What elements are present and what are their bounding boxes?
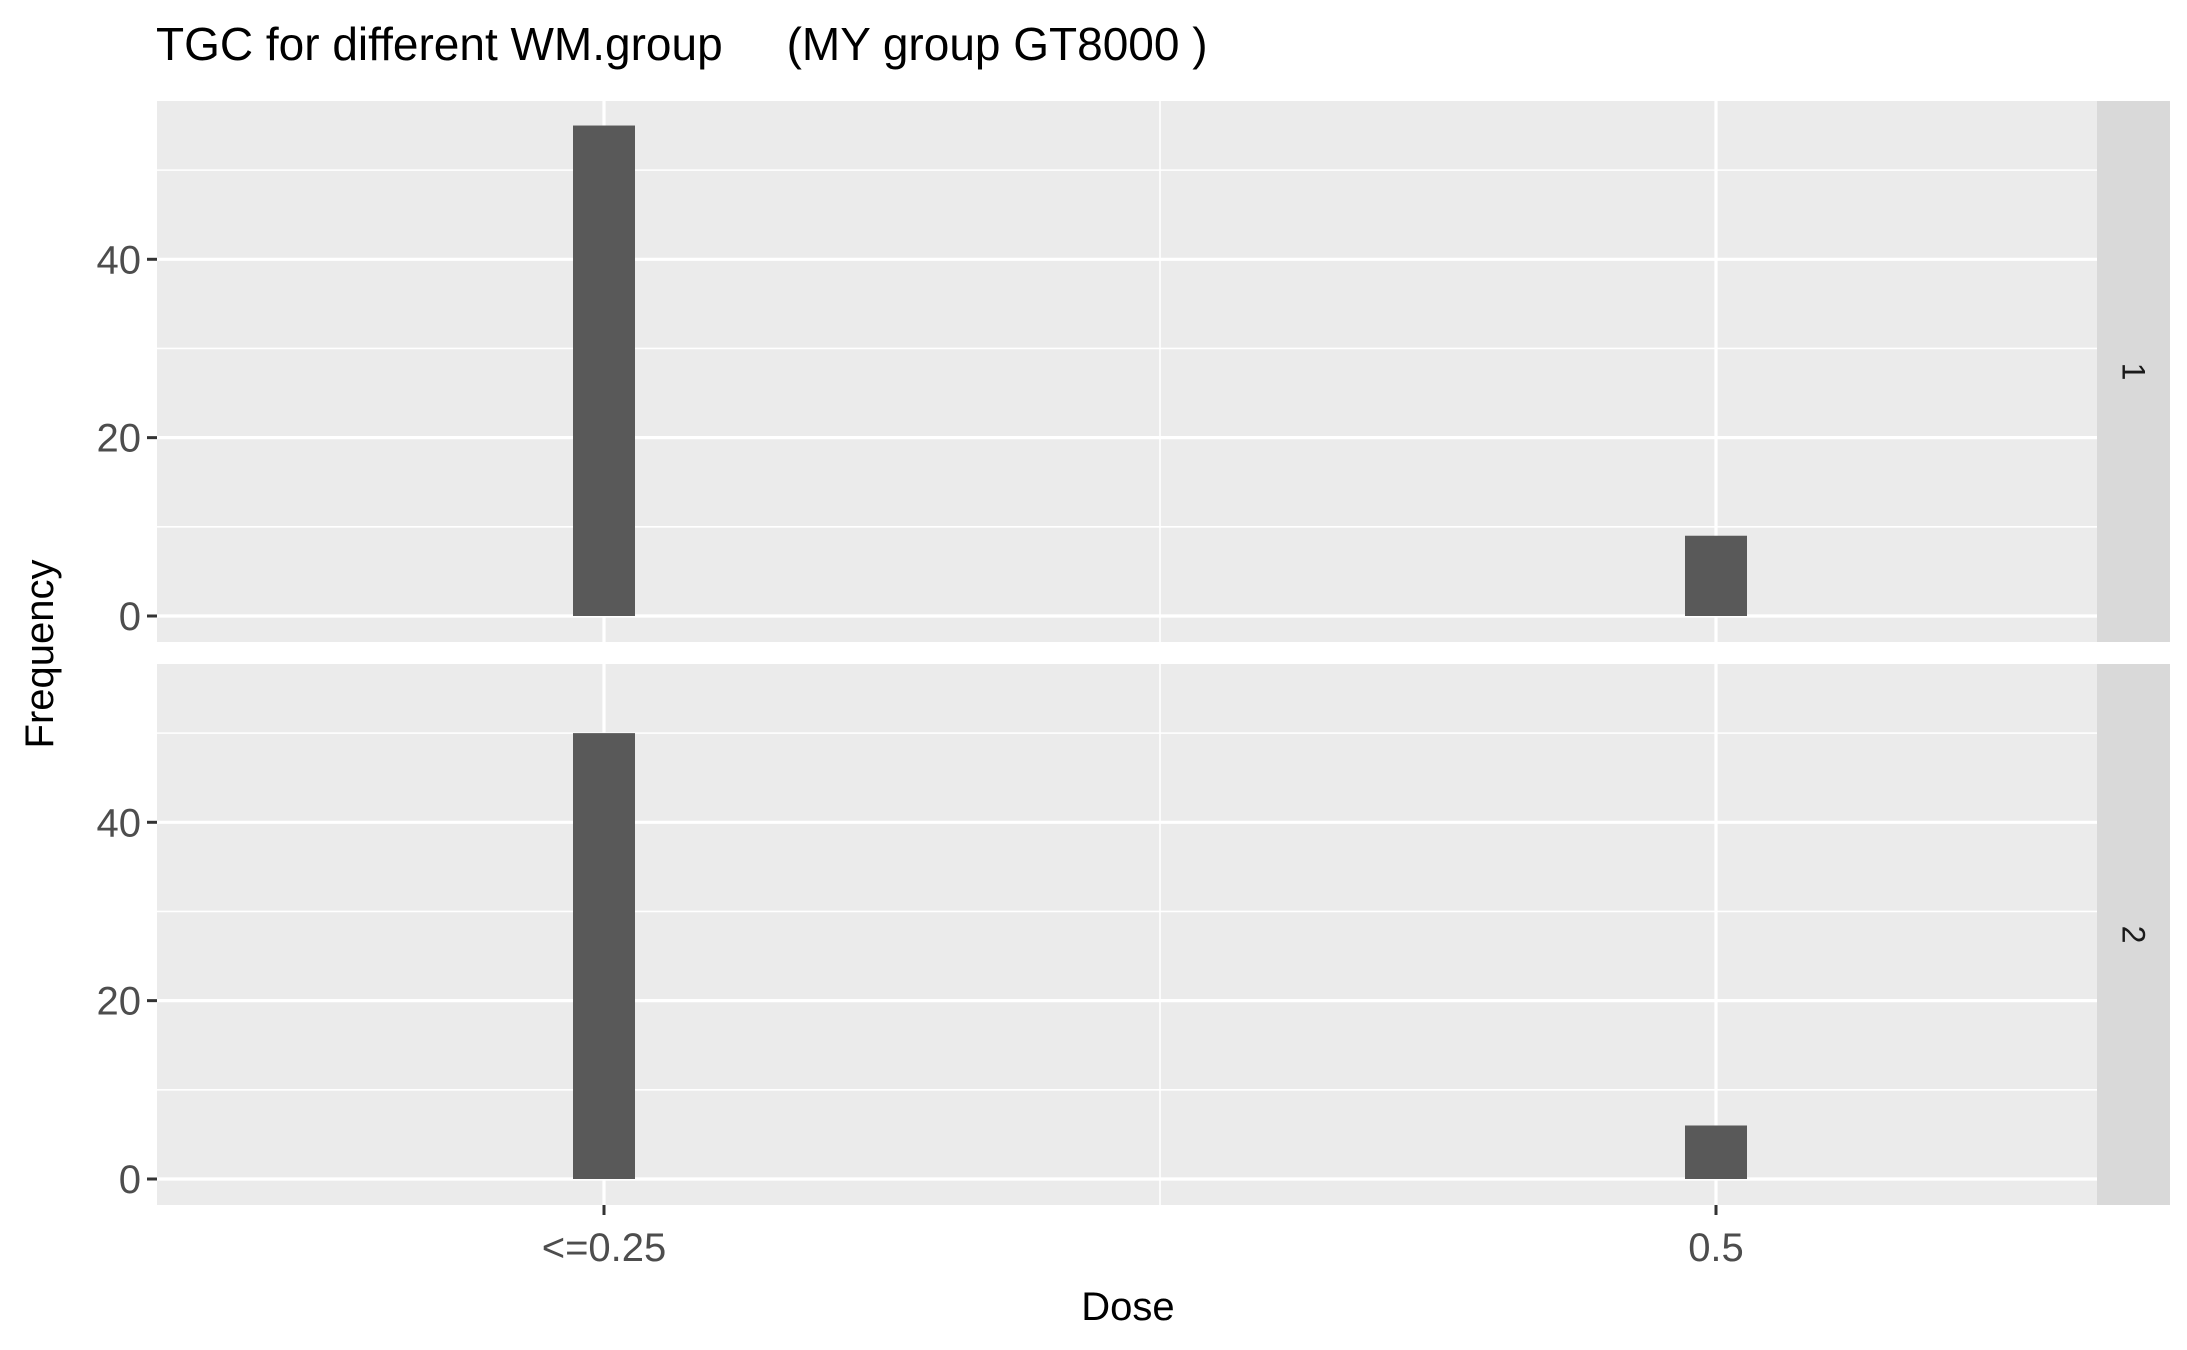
x-axis: <=0.25 0.5 — [542, 1205, 1744, 1270]
facet-strip — [2097, 101, 2170, 642]
y-tick-label: 40 — [97, 801, 142, 845]
y-tick-label: 20 — [97, 417, 142, 461]
panel-background — [157, 101, 2097, 642]
bar — [1685, 535, 1747, 616]
x-tick-label: <=0.25 — [542, 1226, 667, 1270]
x-axis-title: Dose — [1081, 1285, 1174, 1329]
y-tick-label: 20 — [97, 980, 142, 1024]
facet-strip-label: 1 — [2116, 363, 2152, 381]
y-tick-label: 0 — [119, 1158, 141, 1202]
x-tick-label: 0.5 — [1688, 1226, 1744, 1270]
bar — [1685, 1125, 1747, 1179]
facet-panel-1: 0 20 40 1 — [97, 101, 2170, 642]
bar — [573, 733, 635, 1179]
facet-strip-label: 2 — [2116, 926, 2152, 944]
y-tick-label: 40 — [97, 238, 142, 282]
panel-background — [157, 664, 2097, 1205]
facet-panels: 0 20 40 1 0 20 40 2 — [97, 101, 2170, 1205]
bar — [573, 125, 635, 617]
chart-title: TGC for different WM.group (MY group GT8… — [156, 18, 1208, 70]
y-tick-label: 0 — [119, 595, 141, 639]
facet-strip — [2097, 664, 2170, 1205]
facet-panel-2: 0 20 40 2 — [97, 664, 2170, 1205]
y-axis-title: Frequency — [18, 560, 62, 749]
